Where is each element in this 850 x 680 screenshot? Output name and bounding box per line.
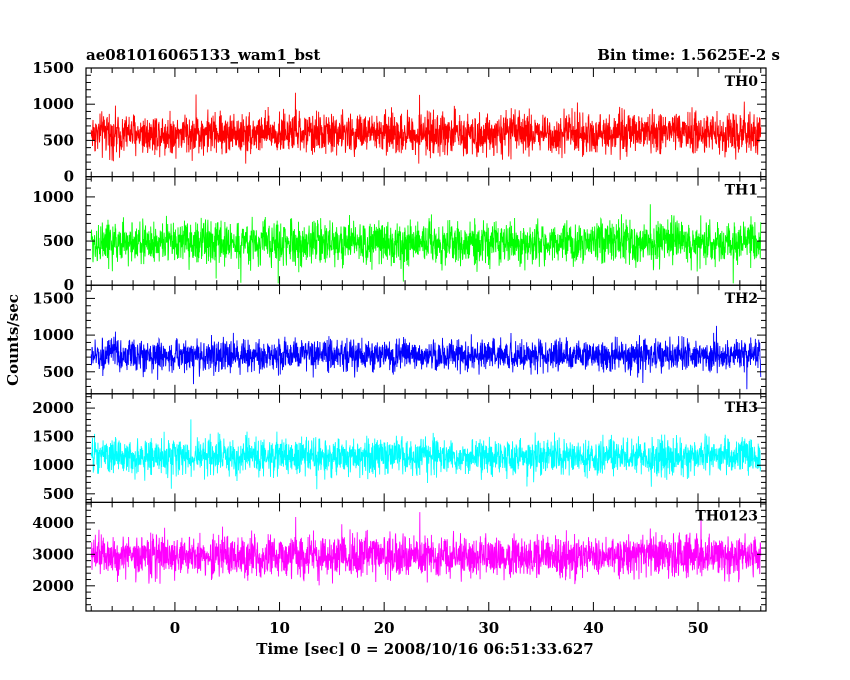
panel-th0123: 2000 3000 4000 TH0123 xyxy=(32,501,767,612)
y-tick-label: 1500 xyxy=(32,59,74,77)
series-line-th0 xyxy=(90,92,762,164)
y-tick-label: 0 xyxy=(64,276,74,294)
y-axis-label: Counts/sec xyxy=(4,294,22,386)
y-tick-label: 1000 xyxy=(32,326,74,344)
series-line-th2 xyxy=(90,325,762,390)
y-tick-label: 1000 xyxy=(32,95,74,113)
y-tick-label: 500 xyxy=(43,232,74,250)
x-tick-label: 10 xyxy=(269,619,290,637)
x-tick-label: 50 xyxy=(688,619,709,637)
panel-frame xyxy=(85,67,767,178)
x-tick-label: 20 xyxy=(374,619,395,637)
chart-title: ae081016065133_wam1_bst xyxy=(86,46,320,64)
y-tick-label: 1500 xyxy=(32,428,74,446)
y-tick-label: 4000 xyxy=(32,514,74,532)
panel-label: TH2 xyxy=(725,291,758,307)
series-line-th0123 xyxy=(90,512,762,586)
series-line-th3 xyxy=(90,419,762,490)
panel-label: TH1 xyxy=(725,183,758,199)
y-tick-label: 3000 xyxy=(32,545,74,563)
panel-th1: 0 500 1000 TH1 xyxy=(32,176,767,294)
y-tick-label: 0 xyxy=(64,168,74,186)
y-tick-label: 2000 xyxy=(32,577,74,595)
y-tick-label: 1000 xyxy=(32,456,74,474)
panel-label: TH3 xyxy=(725,400,758,416)
panel-label: TH0 xyxy=(725,74,759,90)
panel-th0: 0 500 1000 1500 TH0 xyxy=(32,59,767,186)
x-tick-label: 0 xyxy=(170,619,180,637)
series-line-th1 xyxy=(90,204,762,284)
x-tick-label: 40 xyxy=(583,619,604,637)
y-tick-label: 1000 xyxy=(32,188,74,206)
y-tick-label: 1500 xyxy=(32,289,74,307)
y-tick-label: 2000 xyxy=(32,399,74,417)
y-tick-label: 500 xyxy=(43,485,74,503)
y-tick-label: 500 xyxy=(43,131,74,149)
panel-frame xyxy=(85,284,767,395)
x-tick-label: 30 xyxy=(478,619,499,637)
panel-th3: 500 1000 1500 2000 TH3 xyxy=(32,393,767,503)
x-axis-label: Time [sec] 0 = 2008/10/16 06:51:33.627 xyxy=(256,640,593,658)
panel-th2: 500 1000 1500 TH2 xyxy=(32,284,767,395)
y-tick-label: 500 xyxy=(43,363,74,381)
bin-time-label: Bin time: 1.5625E-2 s xyxy=(597,46,780,64)
panel-label: TH0123 xyxy=(695,508,758,524)
